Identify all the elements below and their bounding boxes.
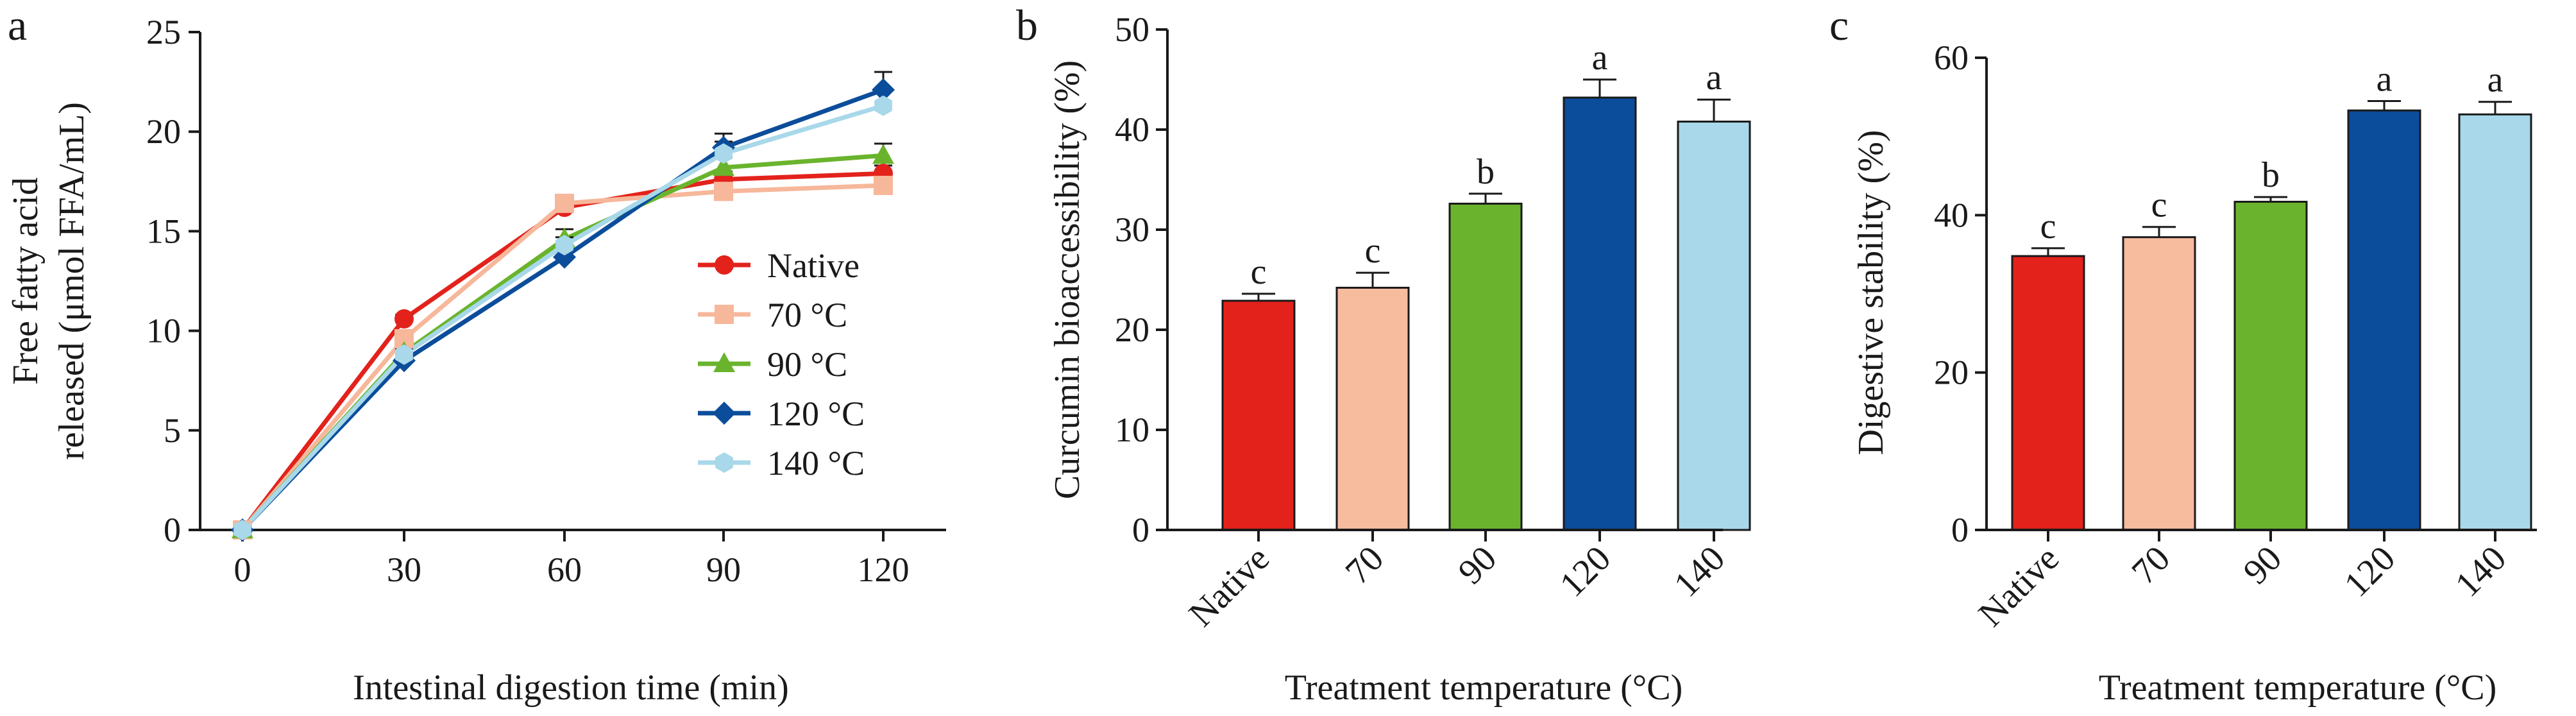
panel-a-data-point — [872, 78, 895, 102]
panel-a-data-point — [555, 235, 573, 256]
panel-a-legend-marker — [713, 352, 735, 372]
panel-c-y-tick-label: 40 — [1934, 196, 1969, 234]
panel-a-line-chart: a 0 5 10 15 20 25 0 30 60 90 120 Native 70 °C 90 °C 12… — [6, 1, 946, 708]
panel-a-x-tick-label: 60 — [547, 550, 582, 589]
panel-a-legend-marker — [715, 452, 733, 473]
panel-a-y-axis-label-line1: Free fatty acid — [6, 177, 46, 384]
panel-b-bar — [1677, 121, 1751, 531]
panel-c-y-tick-label: 20 — [1934, 354, 1969, 392]
panel-a-data-point — [872, 144, 894, 164]
panel-a-y-tick-label: 15 — [146, 212, 181, 250]
panel-b-significance-letter: a — [1592, 38, 1608, 78]
panel-a-data-point — [555, 193, 574, 213]
panel-c-x-tick-label: Native — [1971, 538, 2067, 634]
panel-a-data-point — [394, 309, 414, 328]
panel-a-legend-label: 140 °C — [767, 444, 865, 482]
panel-a-data-point — [233, 520, 251, 540]
panel-b-significance-letter: c — [1365, 231, 1381, 271]
panel-a-x-tick-label: 30 — [387, 550, 421, 589]
panel-c-bar — [2011, 255, 2085, 531]
panel-a-x-axis-label: Intestinal digestion time (min) — [353, 668, 789, 708]
panel-c-bar — [2233, 200, 2308, 531]
panel-c-y-tick-label: 60 — [1934, 38, 1969, 77]
panel-c-letter: c — [1829, 1, 1849, 49]
panel-c-x-axis-label: Treatment temperature (°C) — [2099, 668, 2497, 708]
panel-a-legend-marker — [715, 305, 734, 324]
panel-b-y-tick-label: 10 — [1115, 411, 1149, 449]
panel-a-x-tick-label: 0 — [234, 550, 251, 589]
panel-a-letter: a — [8, 1, 27, 49]
panel-a-y-tick-label: 0 — [164, 511, 181, 549]
panel-a-y-tick-label: 10 — [146, 312, 181, 350]
panel-b-x-axis-label: Treatment temperature (°C) — [1285, 668, 1683, 708]
panel-a-legend: Native 70 °C 90 °C 120 °C 140 °C — [698, 246, 865, 482]
panel-b-letter: b — [1016, 1, 1038, 49]
panel-c-significance-letter: c — [2040, 207, 2056, 246]
panel-a-legend-label: 120 °C — [767, 395, 865, 433]
panel-a-x-tick-label: 90 — [706, 550, 741, 589]
panel-b-bar-chart: b c Native c 70 b 90 a 120 a 140 0 10 20 30 40 50 Treatm… — [1016, 1, 1751, 708]
panel-c-bar — [2122, 236, 2196, 531]
panel-a-data-point — [874, 95, 892, 116]
panel-c-bar — [2347, 109, 2421, 531]
panel-b-y-tick-label: 50 — [1115, 10, 1149, 49]
panel-c-x-tick-label: 90 — [2236, 538, 2289, 592]
panel-a-data-point — [714, 182, 733, 201]
panel-c-bar — [2458, 113, 2532, 531]
panel-a-legend-label: 90 °C — [767, 345, 847, 384]
panel-a-legend-label: 70 °C — [767, 296, 847, 334]
panel-b-bar — [1563, 96, 1637, 531]
panel-a-x-tick-label: 120 — [858, 550, 910, 589]
panel-c-y-axis-label: Digestive stability (%) — [1851, 130, 1891, 455]
panel-a-data-point — [715, 143, 733, 164]
panel-a-data-point — [874, 176, 893, 196]
panel-a-y-tick-label: 20 — [146, 112, 181, 151]
panel-b-bar — [1335, 286, 1410, 531]
panel-b-y-tick-label: 30 — [1115, 210, 1149, 249]
panel-b-x-tick-label: 120 — [1552, 538, 1618, 604]
panel-b-y-tick-label: 20 — [1115, 311, 1149, 349]
panel-b-significance-letter: a — [1706, 58, 1722, 98]
panel-a-y-tick-label: 25 — [146, 13, 181, 51]
panel-c-x-tick-label: 70 — [2124, 538, 2178, 592]
panel-b-significance-letter: b — [1477, 152, 1495, 192]
panel-b-y-tick-label: 0 — [1132, 511, 1149, 549]
panel-a-legend-marker — [713, 402, 736, 425]
panel-b-x-tick-label: 140 — [1666, 538, 1733, 604]
panel-a-y-tick-label: 5 — [164, 411, 181, 450]
panel-b-x-tick-label: 70 — [1338, 538, 1391, 592]
panel-c-y-tick-label: 0 — [1951, 511, 1969, 549]
panel-b-x-tick-label: 90 — [1451, 538, 1504, 592]
panel-c-x-tick-label: 140 — [2448, 538, 2514, 604]
panel-b-y-tick-label: 40 — [1115, 110, 1149, 149]
panel-b-x-tick-label: Native — [1182, 538, 1277, 634]
panel-b-significance-letter: c — [1251, 252, 1267, 292]
panel-a-y-axis-label-line2: released (μmol FFA/mL) — [52, 102, 92, 460]
panel-a-data-point — [395, 344, 413, 365]
panel-c-x-tick-label: 120 — [2337, 538, 2403, 604]
panel-b-bar — [1448, 202, 1523, 531]
panel-a-legend-marker — [715, 255, 734, 275]
panel-a-legend-label: Native — [767, 246, 860, 285]
panel-a-data-point — [713, 156, 734, 176]
panel-c-significance-letter: c — [2151, 185, 2167, 225]
panel-b-y-axis-label: Curcumin bioaccessibility (%) — [1047, 60, 1087, 499]
panel-c-bar-chart: c c Native c 70 b 90 a 120 a 140 0 20 40 60 Treatment … — [1829, 1, 2537, 708]
panel-b-bar — [1221, 300, 1296, 531]
panel-c-significance-letter: a — [2377, 59, 2393, 99]
panel-c-significance-letter: b — [2262, 155, 2280, 195]
panel-c-significance-letter: a — [2487, 60, 2504, 100]
